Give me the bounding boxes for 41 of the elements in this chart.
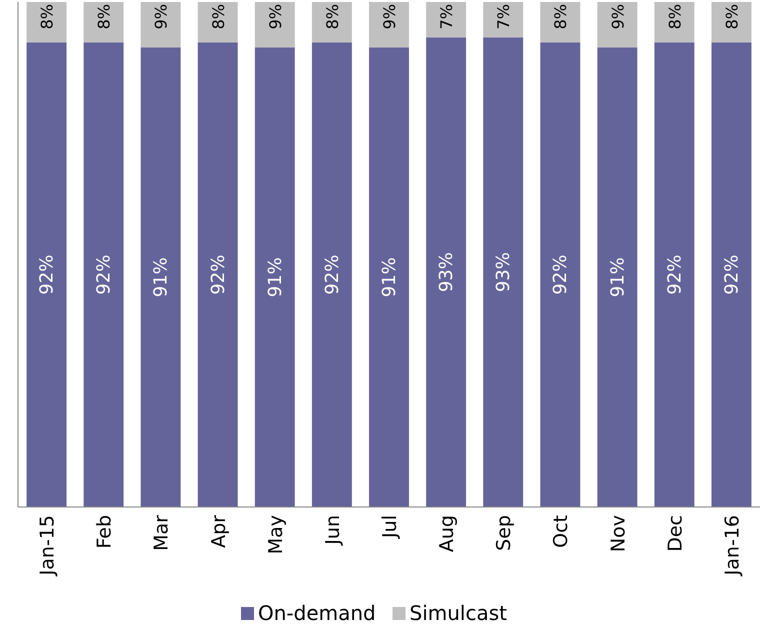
data-label: 9% <box>266 4 285 30</box>
data-label: 9% <box>608 4 628 30</box>
legend-label: Simulcast <box>410 601 508 625</box>
data-label: 93% <box>436 252 458 292</box>
data-label: 92% <box>94 254 115 295</box>
data-label: 8% <box>94 4 114 30</box>
data-label: 91% <box>150 257 172 298</box>
data-label: 93% <box>493 252 514 292</box>
data-label: 7% <box>494 4 514 30</box>
data-label: 7% <box>437 4 456 30</box>
x-tick-label: Aug <box>436 515 458 552</box>
data-label: 8% <box>322 4 342 30</box>
data-label: 92% <box>550 254 572 295</box>
data-label: 92% <box>322 254 343 295</box>
x-tick-label: Jan-16 <box>721 515 744 576</box>
data-label: 9% <box>380 4 399 30</box>
data-label: 91% <box>264 257 286 298</box>
data-label: 8% <box>208 4 228 30</box>
data-label: 8% <box>722 4 742 30</box>
x-tick-label: Oct <box>550 515 572 548</box>
data-label: 92% <box>664 254 686 295</box>
legend-label: On-demand <box>258 601 376 625</box>
x-tick-label: Mar <box>150 514 173 551</box>
x-tick-label: Dec <box>664 515 686 552</box>
x-tick-label: Feb <box>94 515 116 549</box>
data-label: 92% <box>36 254 58 295</box>
x-tick-label: Sep <box>493 515 516 551</box>
x-tick-label: Nov <box>607 515 630 552</box>
data-label: 91% <box>379 257 400 298</box>
data-label: 8% <box>665 4 684 30</box>
data-label: 8% <box>551 4 570 30</box>
data-label: 92% <box>208 254 229 295</box>
x-tick-label: Apr <box>208 514 230 548</box>
x-tick-label: May <box>264 515 287 554</box>
x-tick-label: Jul <box>379 515 401 539</box>
data-label: 91% <box>607 257 628 298</box>
data-label: 92% <box>721 254 742 295</box>
x-tick-label: Jun <box>322 515 344 546</box>
x-tick-label: Jan-15 <box>36 515 59 576</box>
data-label: 8% <box>38 4 57 30</box>
data-label: 9% <box>152 4 171 30</box>
